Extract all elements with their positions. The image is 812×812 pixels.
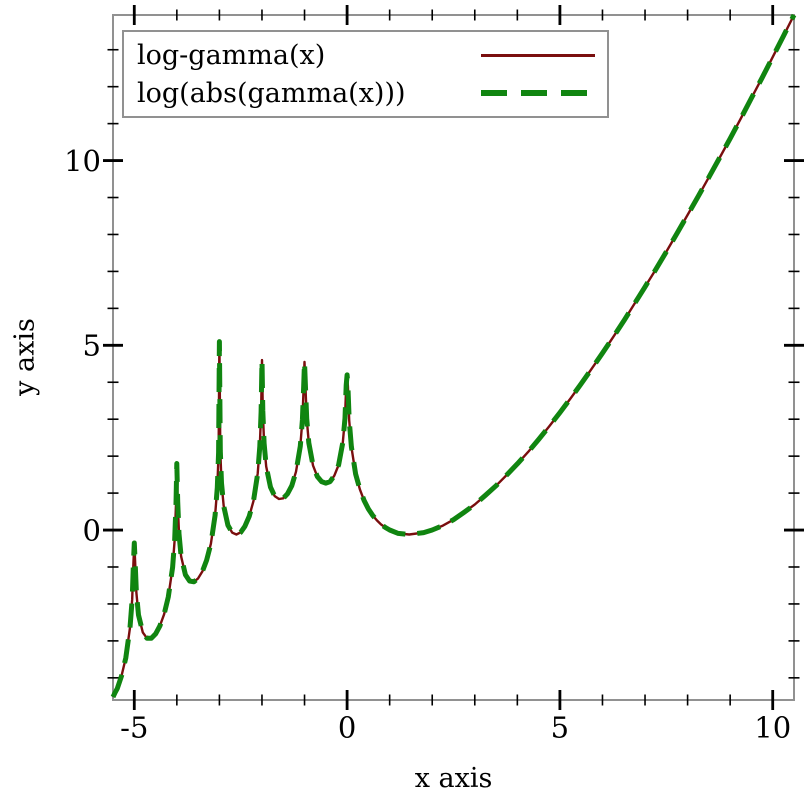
axis-ticks <box>103 5 804 710</box>
legend-label-log-abs-gamma: log(abs(gamma(x))) <box>137 77 406 109</box>
y-tick-label: 0 <box>83 513 101 547</box>
x-axis-label: x axis <box>414 763 493 794</box>
x-tick-label: 5 <box>551 711 569 745</box>
y-tick-label: 5 <box>83 329 101 363</box>
legend-label-log-gamma: log-gamma(x) <box>137 39 326 71</box>
y-axis-label: y axis <box>9 318 41 396</box>
y-tick-label: 10 <box>64 144 101 178</box>
x-tick-label: 0 <box>338 711 356 745</box>
x-tick-label: -5 <box>120 711 148 745</box>
tick-labels: -5 0 5 10 0 5 10 <box>64 144 791 745</box>
series-line-log-abs-gamma <box>110 13 797 699</box>
legend: log-gamma(x) log(abs(gamma(x))) <box>122 30 609 118</box>
legend-entry-log-abs-gamma: log(abs(gamma(x))) <box>137 78 595 109</box>
x-tick-label: 10 <box>754 711 791 745</box>
legend-line-sample-dashed <box>481 90 595 96</box>
legend-line-sample-solid <box>481 53 595 57</box>
plot-frame <box>112 14 795 701</box>
legend-entry-log-gamma: log-gamma(x) <box>137 40 595 71</box>
